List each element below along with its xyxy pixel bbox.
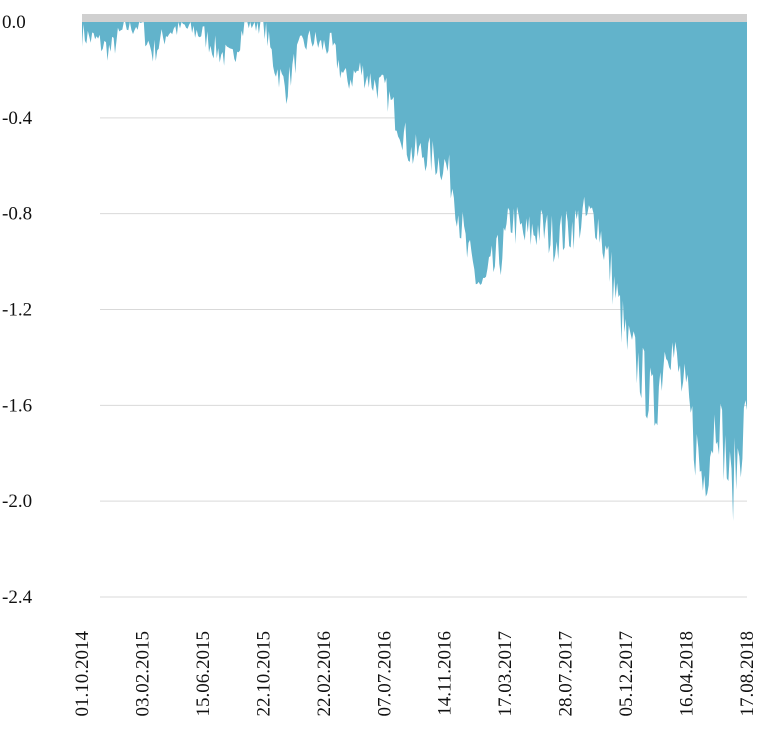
x-tick-label: 07.07.2016 [374,631,395,717]
y-tick-label: 0.0 [2,12,26,33]
x-tick-label: 15.06.2015 [193,631,214,717]
y-tick-label: -0.4 [2,108,33,129]
x-tick-label: 01.10.2014 [72,631,93,717]
x-tick-label: 22.02.2016 [314,631,335,717]
y-tick-label: -2.0 [2,491,32,512]
y-tick-label: -2.4 [2,587,33,608]
y-tick-label: -1.6 [2,395,32,416]
y-tick-label: -0.8 [2,204,32,225]
x-tick-label: 17.08.2018 [737,631,757,717]
y-tick-label: -1.2 [2,300,32,321]
x-tick-label: 16.04.2018 [677,631,698,717]
x-tick-label: 14.11.2016 [435,631,456,716]
x-axis-tick-labels: 01.10.2014 03.02.2015 15.06.2015 22.10.2015… [72,631,757,717]
x-tick-label: 22.10.2015 [253,631,274,717]
x-tick-label: 05.12.2017 [616,631,637,717]
x-tick-label: 03.02.2015 [132,631,153,717]
drawdown-area [82,22,747,521]
y-axis-tick-labels: 0.0 -0.4 -0.8 -1.2 -1.6 -2.0 -2.4 [2,12,33,608]
x-tick-label: 17.03.2017 [495,631,516,717]
x-tick-label: 28.07.2017 [556,631,577,717]
zero-line-band [82,14,747,22]
